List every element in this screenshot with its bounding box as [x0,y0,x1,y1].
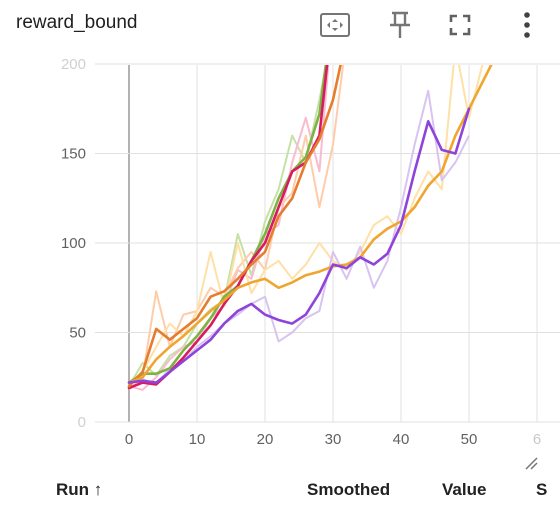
chart-title: reward_bound [16,12,138,33]
x-tick-label: 6 [533,431,541,448]
series-3-raw-line [128,65,345,391]
series-1-smoothed-line[interactable] [127,10,333,384]
y-tick-label: 100 [61,235,86,252]
grid-lines [95,63,560,423]
y-tick-label: 0 [78,414,86,431]
series-1-raw-line [128,65,328,387]
pin-icon[interactable] [383,8,417,42]
fullscreen-icon[interactable] [443,8,477,42]
smoothed-column-header[interactable]: Smoothed [307,480,391,499]
x-tick-label: 10 [189,431,206,448]
series-4-smoothed-line[interactable] [127,55,496,384]
series-layer [127,10,496,391]
x-tick-label: 0 [125,431,133,448]
value-column-header[interactable]: Value [442,480,487,499]
series-3-smoothed-line[interactable] [127,37,347,388]
y-tick-label: 150 [61,146,86,163]
run-column-header[interactable]: Run ↑ [56,480,103,499]
x-tick-label: 40 [393,431,410,448]
x-tick-label: 50 [461,431,478,448]
y-tick-label: 50 [69,325,86,342]
more-vert-icon[interactable] [510,8,544,42]
x-tick-label: 30 [325,431,342,448]
x-tick-label: 20 [257,431,274,448]
fit-domain-icon[interactable] [318,8,352,42]
resize-handle-icon[interactable] [524,456,538,470]
series-2-raw-line [128,65,330,391]
y-tick-label: 200 [61,56,86,73]
series-5-smoothed-line[interactable] [127,107,471,384]
step-column-header[interactable]: S [536,480,548,499]
